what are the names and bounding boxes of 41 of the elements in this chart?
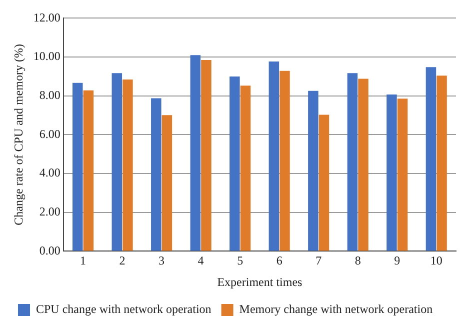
x-tick-label: 3 — [158, 254, 165, 268]
x-tick-label: 7 — [316, 254, 322, 268]
y-tick-label: 2.00 — [39, 204, 60, 219]
bar — [397, 98, 408, 251]
legend-label: Memory change with network operation — [239, 302, 433, 316]
bar — [83, 90, 94, 251]
y-tick-label: 4.00 — [39, 166, 60, 180]
x-tick-label: 5 — [237, 254, 244, 268]
bar — [347, 73, 358, 251]
bar — [72, 82, 83, 251]
x-tick-label: 9 — [394, 254, 400, 268]
x-axis-title: Experiment times — [217, 274, 303, 289]
bar — [230, 76, 240, 251]
bar — [308, 90, 318, 251]
bar — [151, 98, 162, 251]
x-tick-label: 2 — [119, 254, 126, 268]
x-tick-label: 1 — [80, 254, 86, 268]
x-tick-label: 8 — [354, 254, 361, 268]
y-tick-label: 6.00 — [39, 126, 60, 141]
bar — [318, 114, 330, 251]
bar — [162, 115, 172, 251]
bar — [190, 55, 201, 251]
bar — [426, 67, 436, 251]
y-tick-label: 12.00 — [33, 10, 60, 24]
bar — [358, 78, 368, 251]
legend-label: CPU change with network operation — [36, 302, 212, 316]
bar — [268, 62, 280, 251]
x-tick-label: 4 — [198, 254, 204, 268]
y-tick-label: 0.00 — [39, 243, 60, 258]
bar — [280, 70, 290, 251]
bar — [240, 86, 251, 251]
y-tick-label: 10.00 — [33, 49, 60, 64]
y-tick-label: 8.00 — [39, 88, 60, 102]
bar — [201, 60, 212, 251]
x-tick-label: 6 — [276, 254, 282, 268]
bar — [122, 80, 133, 251]
x-tick-label: 10 — [430, 254, 442, 268]
bar — [386, 94, 397, 251]
bar — [436, 76, 447, 251]
bar — [112, 73, 122, 251]
y-axis-title: Change rate of CPU and memory (%) — [11, 44, 26, 226]
